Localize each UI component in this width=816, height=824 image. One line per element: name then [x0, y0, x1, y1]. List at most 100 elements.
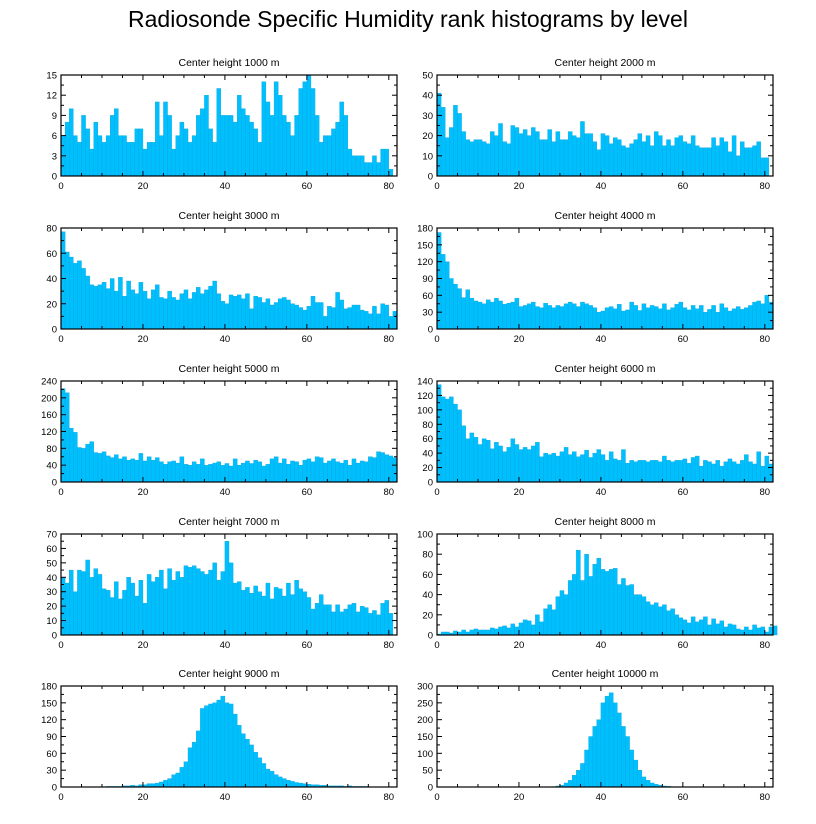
- histogram-bar: [547, 454, 552, 483]
- histogram-bar: [670, 307, 675, 330]
- histogram-bar: [559, 451, 565, 483]
- histogram-bar: [531, 624, 536, 636]
- histogram-bar: [719, 303, 725, 330]
- histogram-bar: [711, 463, 716, 483]
- histogram-bar: [457, 288, 462, 330]
- histogram-bar: [364, 311, 369, 330]
- histogram-bar: [388, 169, 394, 177]
- histogram-bar: [237, 581, 242, 636]
- histogram-bar: [481, 303, 487, 330]
- histogram-bar: [436, 232, 442, 330]
- histogram-bar: [364, 162, 369, 177]
- histogram-bar: [539, 307, 544, 330]
- histogram-bar: [261, 763, 267, 788]
- histogram-bar: [77, 142, 82, 177]
- histogram-bar: [510, 301, 516, 330]
- histogram-bar: [388, 613, 394, 636]
- histogram-bar: [126, 280, 131, 330]
- histogram-bar: [191, 741, 197, 788]
- histogram-bar: [740, 309, 745, 330]
- y-tick-label: 200: [41, 393, 57, 404]
- histogram-bar: [526, 620, 532, 636]
- histogram-bar: [563, 594, 569, 636]
- panel-title: Center height 3000 m: [179, 210, 280, 222]
- histogram-bar: [473, 139, 479, 177]
- y-tick-label: 300: [417, 682, 433, 693]
- histogram-bar: [220, 115, 226, 177]
- histogram-bar: [539, 456, 544, 483]
- histogram-bar: [368, 613, 373, 636]
- histogram-bar: [518, 306, 524, 330]
- histogram-bar: [727, 310, 733, 330]
- histogram-bar: [114, 108, 119, 177]
- histogram-bar: [331, 307, 336, 330]
- histogram-bar: [723, 141, 729, 177]
- y-tick-label: 12: [46, 91, 57, 102]
- histogram-bar: [572, 451, 577, 483]
- histogram-bar: [543, 303, 548, 330]
- y-tick-label: 60: [422, 291, 433, 302]
- histogram-bar: [273, 774, 279, 788]
- histogram-bar: [306, 306, 312, 330]
- histogram-bar: [567, 454, 573, 483]
- histogram-bar: [294, 579, 299, 636]
- histogram-bar: [261, 81, 267, 177]
- histogram-bar: [473, 300, 479, 330]
- histogram-bar: [109, 457, 115, 483]
- histogram-bar: [134, 293, 140, 330]
- histogram-bar: [150, 581, 156, 636]
- histogram-bar: [490, 448, 495, 483]
- x-tick-label: 40: [596, 181, 607, 192]
- histogram-bar: [494, 628, 499, 636]
- y-tick-label: 3: [52, 151, 57, 162]
- histogram-bar: [686, 143, 692, 177]
- histogram-bar: [694, 308, 700, 330]
- histogram-bar: [241, 298, 246, 330]
- histogram-bar: [494, 135, 499, 177]
- histogram-bar: [707, 461, 712, 483]
- histogram-bar: [323, 135, 328, 177]
- histogram-bar: [81, 571, 86, 636]
- histogram-bar: [290, 594, 295, 636]
- x-tick-label: 0: [58, 334, 63, 345]
- histogram-bar: [335, 604, 340, 636]
- histogram-bar: [327, 604, 332, 636]
- histogram-bar: [351, 155, 357, 177]
- x-tick-label: 0: [58, 792, 63, 803]
- histogram-bar: [241, 590, 246, 636]
- histogram-bar: [359, 605, 365, 636]
- y-tick-label: 15: [46, 71, 57, 82]
- histogram-bar: [372, 306, 377, 330]
- histogram-bar: [73, 432, 78, 483]
- histogram-bar: [649, 145, 655, 177]
- histogram-bar: [179, 121, 185, 177]
- histogram-bar: [543, 608, 548, 636]
- histogram-bar: [331, 458, 336, 483]
- histogram-bar: [629, 749, 634, 788]
- y-tick-label: 0: [52, 172, 57, 183]
- histogram-bar: [465, 139, 470, 177]
- histogram-bar: [629, 460, 634, 483]
- histogram-bar: [494, 297, 499, 330]
- histogram-bar: [625, 463, 630, 483]
- histogram-bar: [310, 608, 316, 636]
- histogram-bar: [241, 733, 246, 788]
- histogram-bar: [629, 143, 634, 177]
- histogram-bar: [196, 464, 201, 483]
- histogram-bar: [126, 142, 131, 177]
- panel-title: Center height 6000 m: [555, 363, 656, 375]
- histogram-bar: [752, 624, 757, 636]
- histogram-bar: [138, 579, 144, 636]
- y-tick-label: 50: [422, 71, 433, 82]
- histogram-bar: [613, 568, 618, 636]
- x-tick-label: 60: [302, 792, 313, 803]
- histogram-bar: [584, 749, 589, 788]
- panel-title: Center height 9000 m: [179, 668, 280, 680]
- histogram-bar: [551, 141, 557, 177]
- histogram-bar: [453, 403, 458, 483]
- panel-title: Center height 4000 m: [555, 210, 656, 222]
- histogram-bar: [572, 574, 577, 636]
- histogram-bar: [126, 459, 131, 483]
- histogram-bar: [592, 307, 597, 330]
- histogram-bar: [368, 162, 373, 177]
